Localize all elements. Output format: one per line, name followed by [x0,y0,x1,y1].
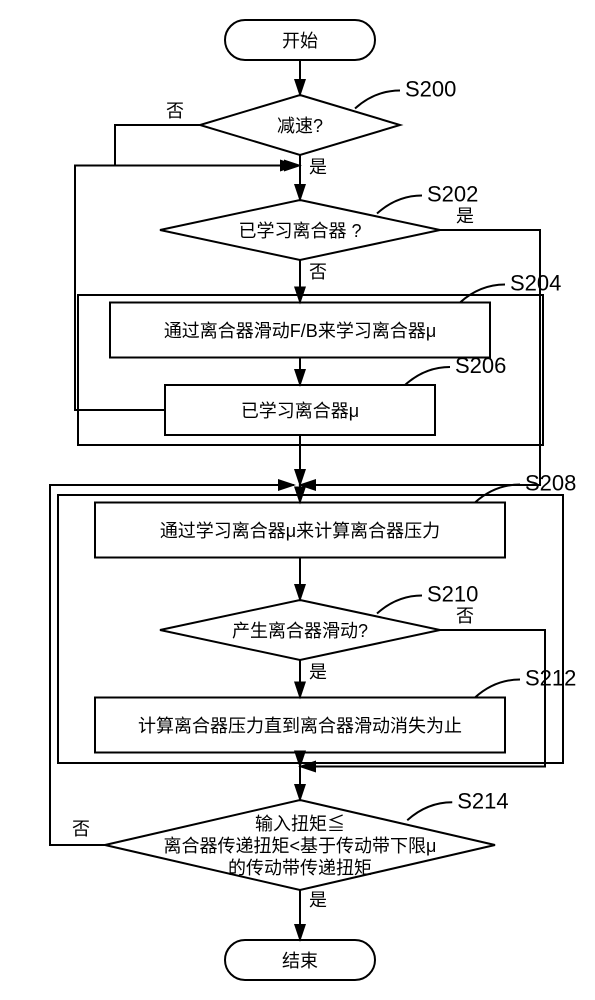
svg-text:S208: S208 [525,471,576,496]
svg-text:是: 是 [309,890,327,910]
svg-text:S210: S210 [427,582,478,607]
svg-text:S202: S202 [427,182,478,207]
svg-text:通过离合器滑动F/B来学习离合器μ: 通过离合器滑动F/B来学习离合器μ [164,321,436,341]
svg-text:通过学习离合器μ来计算离合器压力: 通过学习离合器μ来计算离合器压力 [160,521,440,541]
svg-text:输入扭矩≦: 输入扭矩≦ [255,814,345,834]
svg-text:否: 否 [166,101,184,121]
svg-text:否: 否 [456,606,474,626]
svg-text:产生离合器滑动?: 产生离合器滑动? [232,621,368,641]
svg-text:离合器传递扭矩<基于传动带下限μ: 离合器传递扭矩<基于传动带下限μ [164,836,437,856]
svg-text:减速?: 减速? [277,116,323,136]
svg-text:是: 是 [309,157,327,177]
svg-text:S206: S206 [455,353,506,378]
svg-text:是: 是 [456,206,474,226]
svg-text:计算离合器压力直到离合器滑动消失为止: 计算离合器压力直到离合器滑动消失为止 [138,716,462,736]
svg-text:S204: S204 [510,271,561,296]
svg-text:已学习离合器 ?: 已学习离合器 ? [238,221,361,241]
svg-text:是: 是 [309,662,327,682]
svg-text:开始: 开始 [282,31,318,51]
svg-text:否: 否 [72,819,90,839]
svg-text:结束: 结束 [282,951,318,971]
svg-text:S200: S200 [405,77,456,102]
svg-text:S212: S212 [525,666,576,691]
svg-text:已学习离合器μ: 已学习离合器μ [241,401,359,421]
svg-text:S214: S214 [457,788,508,813]
svg-text:否: 否 [309,262,327,282]
svg-text:的传动带传递扭矩: 的传动带传递扭矩 [228,858,372,878]
